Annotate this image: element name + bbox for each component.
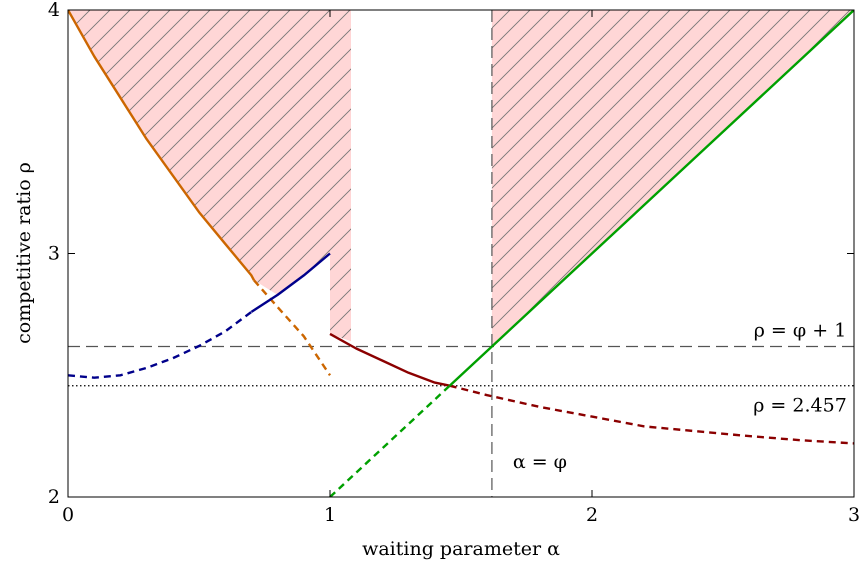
reference-label: α = φ <box>513 451 567 473</box>
reference-labels: ρ = φ + 1 ρ = 2.457 α = φ <box>513 320 847 473</box>
y-axis-label: competitive ratio ρ <box>13 162 35 344</box>
shaded-regions <box>68 10 854 347</box>
series-line-solid <box>329 332 450 387</box>
reference-label: ρ = 2.457 <box>753 395 847 417</box>
x-axis-label: waiting parameter α <box>362 538 560 560</box>
series-line-dashed <box>253 279 331 376</box>
series-line-dashed <box>68 310 253 379</box>
reference-label: ρ = φ + 1 <box>754 320 847 342</box>
x-tick-label: 3 <box>848 504 860 526</box>
y-tick-label: 2 <box>48 486 60 508</box>
x-tick-label: 1 <box>324 504 336 526</box>
series-line-solid <box>250 252 331 313</box>
axis-ticks: 0 1 2 3 2 3 4 <box>48 0 860 526</box>
shaded-region-hatch <box>68 10 351 342</box>
x-tick-label: 0 <box>62 504 74 526</box>
series-line-solid <box>448 10 854 387</box>
series-line-dashed <box>449 384 854 445</box>
y-tick-label: 4 <box>48 0 60 21</box>
series-lines <box>68 10 854 497</box>
y-tick-label: 3 <box>48 243 60 265</box>
series-line-dashed <box>329 384 451 497</box>
x-tick-label: 2 <box>586 504 598 526</box>
series-line-solid <box>68 10 256 281</box>
